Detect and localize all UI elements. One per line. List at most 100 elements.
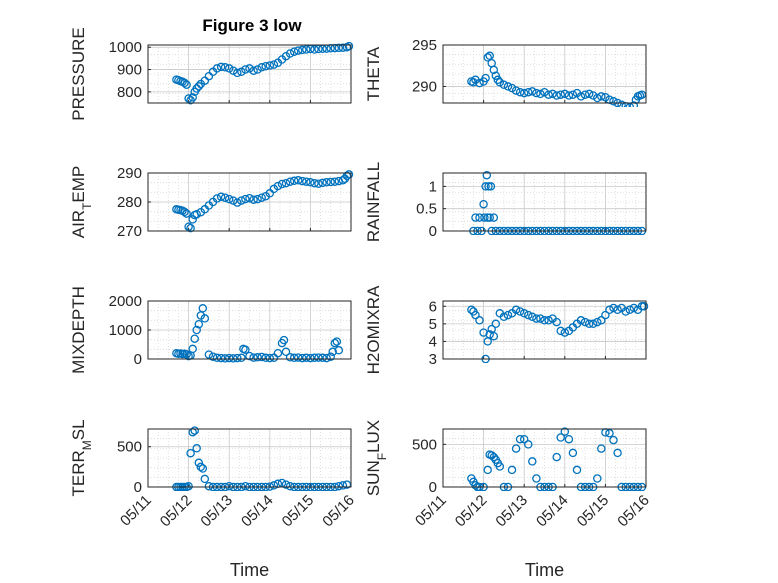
data-point bbox=[273, 181, 283, 191]
data-point bbox=[180, 207, 189, 217]
data-point bbox=[298, 353, 307, 363]
data-point bbox=[265, 61, 275, 70]
data-point bbox=[310, 178, 319, 188]
data-point bbox=[580, 90, 590, 99]
data-point bbox=[536, 314, 545, 323]
data-point bbox=[597, 92, 606, 101]
data-point bbox=[249, 66, 258, 75]
data-point bbox=[233, 353, 242, 363]
data-point bbox=[471, 310, 480, 320]
data-point bbox=[198, 464, 208, 473]
y-axis-label: AIRTEMP bbox=[69, 166, 94, 239]
data-point bbox=[253, 65, 262, 74]
data-point bbox=[310, 353, 319, 363]
data-point bbox=[285, 353, 295, 362]
data-point bbox=[285, 177, 295, 186]
data-point bbox=[495, 462, 505, 471]
data-point bbox=[314, 353, 323, 362]
data-point bbox=[237, 353, 246, 363]
y-tick-label: 500 bbox=[412, 436, 437, 453]
data-point bbox=[613, 305, 622, 315]
data-point bbox=[491, 71, 501, 80]
subplot-air-temp: 270 280 290 AIRTEMP bbox=[69, 165, 354, 240]
data-point bbox=[281, 347, 291, 357]
data-point bbox=[338, 481, 348, 490]
data-point bbox=[302, 45, 311, 54]
y-axis-label: H2OMIXRA bbox=[364, 285, 383, 374]
y-axis-label: MIXDEPTH bbox=[69, 286, 88, 374]
data-point bbox=[519, 309, 529, 318]
data-point bbox=[265, 353, 275, 363]
y-tick-label: 280 bbox=[117, 194, 142, 211]
y-axis-label: THETA bbox=[364, 46, 383, 101]
x-tick-label: 05/15 bbox=[574, 492, 613, 531]
data-point bbox=[182, 80, 191, 89]
data-point bbox=[597, 316, 606, 325]
data-point bbox=[220, 63, 230, 72]
data-point bbox=[580, 317, 590, 327]
data-point bbox=[593, 474, 602, 483]
y-tick-label: 5 bbox=[429, 316, 437, 333]
y-tick-label: 0 bbox=[429, 223, 437, 240]
data-point bbox=[629, 101, 639, 107]
data-point bbox=[511, 86, 521, 95]
data-point bbox=[180, 78, 189, 88]
data-point bbox=[584, 319, 594, 329]
data-point bbox=[245, 64, 254, 73]
data-point bbox=[237, 196, 246, 205]
data-point bbox=[532, 474, 541, 483]
data-point bbox=[524, 87, 533, 97]
y-tick-label: 290 bbox=[117, 165, 142, 182]
data-point bbox=[298, 176, 307, 186]
data-point bbox=[298, 45, 307, 55]
y-tick-label: 800 bbox=[117, 84, 142, 101]
data-point bbox=[471, 213, 480, 222]
axes-box bbox=[147, 172, 352, 232]
y-tick-label: 0 bbox=[134, 479, 142, 496]
x-tick-label: 05/16 bbox=[319, 492, 358, 531]
data-point bbox=[499, 312, 509, 322]
y-tick-label: 0 bbox=[429, 479, 437, 496]
data-point bbox=[593, 317, 602, 327]
data-point bbox=[241, 194, 250, 204]
data-point bbox=[625, 305, 635, 315]
data-point bbox=[344, 41, 354, 51]
data-point bbox=[190, 426, 199, 435]
data-series bbox=[172, 304, 344, 363]
data-point bbox=[216, 62, 226, 72]
axes-box bbox=[442, 300, 647, 360]
data-point bbox=[613, 448, 622, 458]
y-tick-label: 1000 bbox=[109, 39, 142, 56]
data-point bbox=[285, 49, 295, 58]
data-point bbox=[528, 312, 537, 322]
data-point bbox=[194, 319, 204, 329]
data-point bbox=[481, 73, 490, 83]
subplot-theta: 290 295 THETA bbox=[364, 37, 647, 107]
subplot-terr-msl: 0 500 TERRMSL 05/11 05/12 05/13 05/14 05/15 05/1… bbox=[69, 419, 358, 580]
data-point bbox=[184, 481, 193, 491]
y-axis-label: PRESSURE bbox=[69, 27, 88, 121]
data-series bbox=[172, 426, 352, 491]
data-point bbox=[564, 434, 574, 444]
data-point bbox=[576, 316, 586, 325]
data-point bbox=[334, 346, 344, 355]
y-tick-label: 290 bbox=[412, 78, 437, 95]
data-point bbox=[196, 462, 206, 472]
data-point bbox=[485, 51, 494, 61]
data-point bbox=[229, 354, 238, 363]
data-point bbox=[279, 335, 289, 345]
axes-box bbox=[147, 428, 352, 488]
x-axis-label: Time bbox=[230, 560, 269, 580]
data-point bbox=[241, 481, 250, 491]
data-point bbox=[330, 338, 340, 348]
data-point bbox=[544, 90, 553, 99]
data-point bbox=[326, 352, 335, 361]
data-point bbox=[485, 213, 494, 222]
data-point bbox=[524, 310, 533, 320]
data-point bbox=[306, 178, 315, 187]
y-tick-label: 0.5 bbox=[416, 201, 437, 218]
data-point bbox=[556, 433, 565, 442]
data-point bbox=[198, 304, 208, 313]
